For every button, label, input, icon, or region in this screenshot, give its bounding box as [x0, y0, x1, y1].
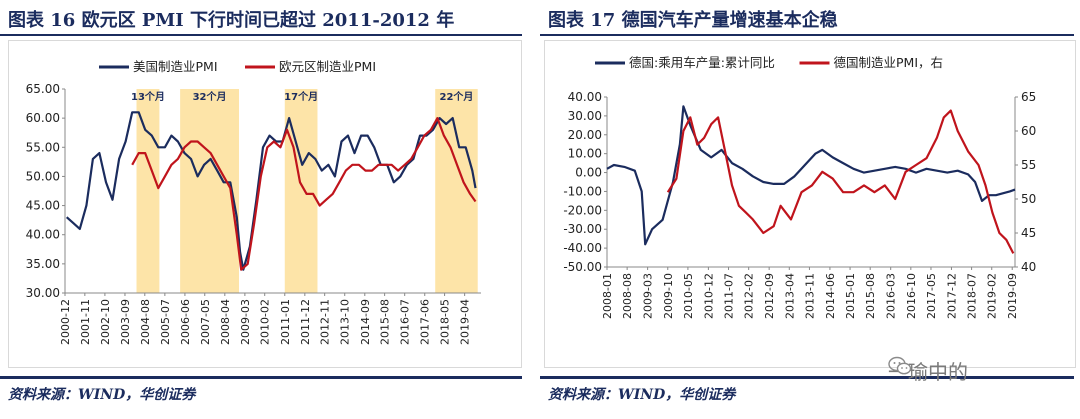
- x-tick-label: 2017-06: [419, 299, 432, 345]
- left-source-note: 资料来源：WIND，华创证券: [8, 387, 196, 403]
- y-tick-label: 40.00: [26, 228, 60, 242]
- left-figure-title: 图表 16 欧元区 PMI 下行时间已超过 2011-2012 年: [8, 10, 455, 31]
- shaded-period-label-3: 22个月: [440, 90, 474, 103]
- right-figure-title: 图表 17 德国汽车产量增速基本企稳: [548, 10, 838, 31]
- y2-tick-label: 65: [1021, 90, 1036, 104]
- y-tick-label: 40.00: [568, 90, 602, 104]
- y-tick-label: -20.00: [563, 203, 602, 217]
- x-tick-label: 2016-03: [885, 273, 898, 319]
- y-tick-label: -10.00: [563, 184, 602, 198]
- x-tick-label: 2008-08: [621, 273, 634, 319]
- y-tick-label: -50.00: [563, 260, 602, 274]
- x-tick-label: 2016-07: [399, 299, 412, 345]
- x-tick-label: 2018-05: [439, 299, 452, 345]
- y-tick-label: 60.00: [26, 111, 60, 125]
- x-tick-label: 2016-10: [905, 273, 918, 319]
- right-panel: 图表 17 德国汽车产量增速基本企稳 -50.00 -40.00 -30.00 -20…: [540, 0, 1080, 419]
- x-tick-label: 2014-06: [824, 273, 837, 319]
- y-tick-label: -40.00: [563, 241, 602, 255]
- x-tick-label: 2012-02: [743, 273, 756, 319]
- series-line-1: [666, 109, 1015, 254]
- right-source-rule: [540, 376, 1074, 379]
- x-tick-label: 2011-01: [279, 299, 292, 345]
- right-title-rule: [540, 34, 1074, 36]
- x-tick-label: 2013-10: [339, 299, 352, 345]
- y-tick-label: 30.00: [26, 286, 60, 300]
- legend-label-0: 德国:乘用车产量:累计同比: [629, 55, 775, 70]
- y2-tick-label: 40: [1021, 260, 1036, 274]
- y2-tick-label: 60: [1021, 124, 1036, 138]
- x-tick-label: 2010-12: [702, 273, 715, 319]
- x-tick-label: 2006-06: [179, 299, 192, 345]
- legend-label-1: 德国制造业PMI，右: [834, 55, 944, 70]
- x-tick-label: 2013-04: [783, 273, 796, 319]
- legend-label-1: 欧元区制造业PMI: [279, 59, 376, 74]
- x-tick-label: 2002-10: [99, 299, 112, 345]
- y-tick-label: 20.00: [568, 128, 602, 142]
- x-tick-label: 2014-09: [359, 299, 372, 345]
- left-title-rule: [0, 34, 522, 36]
- x-tick-label: 2019-04: [459, 299, 472, 345]
- y-tick-label: 0.00: [575, 166, 602, 180]
- series-line-1: [131, 116, 477, 271]
- shaded-period-0: [136, 89, 160, 293]
- x-tick-label: 2019-02: [986, 273, 999, 319]
- x-tick-label: 2010-02: [259, 299, 272, 345]
- x-tick-label: 2015-08: [379, 299, 392, 345]
- x-tick-label: 2009-03: [642, 273, 655, 319]
- y-tick-label: 65.00: [26, 82, 60, 96]
- shaded-period-label-0: 13个月: [131, 90, 165, 103]
- x-tick-label: 2008-01: [601, 273, 614, 319]
- x-tick-label: 2009-10: [662, 273, 675, 319]
- x-tick-label: 2011-07: [723, 273, 736, 319]
- x-tick-label: 2017-05: [925, 273, 938, 319]
- shaded-period-3: [435, 89, 478, 293]
- y-tick-label: 45.00: [26, 199, 60, 213]
- x-tick-label: 2015-01: [844, 273, 857, 319]
- left-chart-frame: 13个月 32个月 17个月 22个月 30.00 35.00 40.00 45.00 50.0…: [8, 40, 522, 368]
- left-source-rule: [0, 376, 522, 379]
- x-tick-label: 2007-05: [199, 299, 212, 345]
- y-tick-label: 50.00: [26, 169, 60, 183]
- left-panel: 图表 16 欧元区 PMI 下行时间已超过 2011-2012 年 13个月 32…: [0, 0, 528, 419]
- x-tick-label: 2004-08: [139, 299, 152, 345]
- y-tick-label: 30.00: [568, 109, 602, 123]
- x-tick-label: 2015-08: [864, 273, 877, 319]
- right-chart-frame: -50.00 -40.00 -30.00 -20.00 -10.00 0.00 10.00 2…: [544, 40, 1076, 368]
- wechat-icon: [888, 356, 912, 375]
- watermark: 一瑜中的: [888, 356, 968, 385]
- x-tick-label: 2012-11: [319, 299, 332, 345]
- left-chart: 13个月 32个月 17个月 22个月 30.00 35.00 40.00 45.00 50.0…: [26, 59, 481, 345]
- x-tick-label: 2018-07: [966, 273, 979, 319]
- x-tick-label: 2010-05: [682, 273, 695, 319]
- series-line-0: [606, 105, 1016, 246]
- y-tick-label: 35.00: [26, 257, 60, 271]
- x-tick-label: 2008-04: [219, 299, 232, 345]
- x-tick-label: 2013-11: [803, 273, 816, 319]
- x-tick-label: 2003-09: [119, 299, 132, 345]
- x-tick-label: 2017-12: [945, 273, 958, 319]
- y-tick-label: -30.00: [563, 222, 602, 236]
- legend-label-0: 美国制造业PMI: [133, 59, 218, 74]
- y2-tick-label: 50: [1021, 192, 1036, 206]
- shaded-period-1: [180, 89, 239, 293]
- y2-tick-label: 45: [1021, 226, 1036, 240]
- x-tick-label: 2012-09: [763, 273, 776, 319]
- right-chart: -50.00 -40.00 -30.00 -20.00 -10.00 0.00 10.00 2…: [563, 55, 1036, 319]
- y2-tick-label: 55: [1021, 158, 1036, 172]
- x-tick-label: 2001-11: [79, 299, 92, 345]
- x-tick-label: 2005-07: [159, 299, 172, 345]
- right-source-note: 资料来源：WIND，华创证券: [548, 387, 736, 403]
- shaded-period-label-2: 17个月: [284, 90, 318, 103]
- x-tick-label: 2000-12: [59, 299, 72, 345]
- x-tick-label: 2019-09: [1006, 273, 1019, 319]
- y-tick-label: 10.00: [568, 147, 602, 161]
- series-line-0: [65, 111, 477, 271]
- shaded-period-label-1: 32个月: [193, 90, 227, 103]
- x-tick-label: 2009-03: [239, 299, 252, 345]
- x-tick-label: 2011-12: [299, 299, 312, 345]
- y-tick-label: 55.00: [26, 140, 60, 154]
